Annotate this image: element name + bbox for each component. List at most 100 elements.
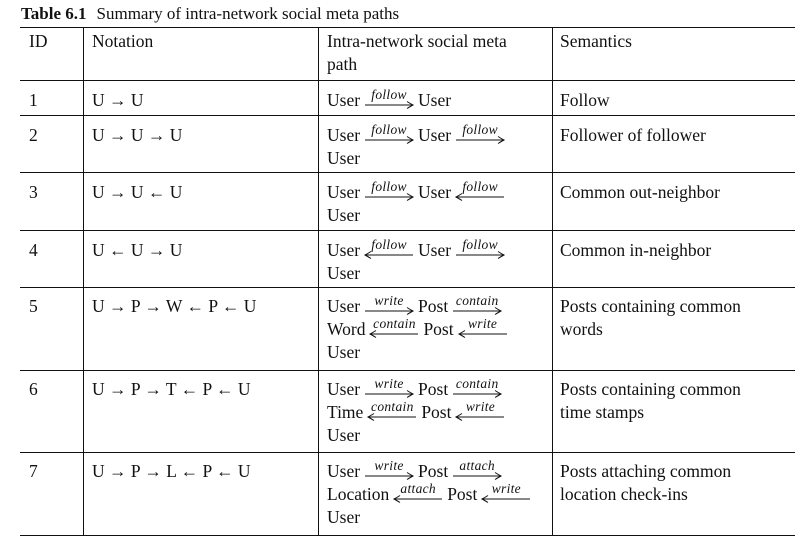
row-rule: [20, 452, 795, 453]
row-semantics: Common out-neighbor: [560, 181, 720, 204]
node-type: User: [327, 263, 361, 283]
arrow-right-icon: [456, 251, 506, 259]
row-meta-path: User write Post contain Word contain Post write…: [327, 293, 512, 364]
row-id: 2: [29, 125, 38, 145]
meta-path-line: User follow User follow: [327, 179, 509, 204]
node-type: User: [418, 182, 452, 202]
meta-path-line: Time contain Post write: [327, 399, 509, 424]
meta-path-line: Location attach Post write: [327, 481, 535, 506]
arrow-right-icon: [365, 307, 415, 315]
relation-arrow: follow: [364, 179, 415, 201]
relation-arrow: contain: [367, 400, 417, 421]
node-type: User: [418, 240, 452, 260]
header-path-line: path: [327, 54, 358, 74]
row-rule: [20, 115, 795, 116]
row-meta-path: User write Post attach Location attach Post wri…: [327, 459, 535, 529]
node-type: Post: [423, 319, 454, 339]
meta-path-line: User: [327, 341, 512, 364]
relation-arrow: follow: [455, 179, 505, 201]
relation-label: write: [465, 399, 496, 414]
meta-path-line: User follow User follow: [327, 122, 509, 147]
node-type: User: [327, 240, 361, 260]
relation-arrow: write: [457, 316, 508, 338]
row-notation: U → U → U: [92, 125, 183, 145]
row-notation: U → U: [92, 90, 144, 110]
relation-arrow: attach: [452, 459, 503, 480]
relation-label: follow: [371, 122, 407, 137]
relation-label: write: [374, 376, 404, 391]
node-type: User: [327, 296, 361, 316]
relation-arrow: attach: [393, 481, 443, 503]
top-rule: [20, 27, 795, 28]
arrow-right-icon: [453, 472, 503, 480]
relation-arrow: write: [364, 294, 415, 315]
node-type: User: [327, 507, 361, 527]
table-caption: Table 6.1 Summary of intra-network social…: [21, 4, 399, 24]
row-rule: [20, 172, 795, 173]
arrow-left-icon: [455, 193, 505, 201]
semantics-line: Follow: [560, 90, 610, 110]
row-rule: [20, 230, 795, 231]
node-type: User: [327, 125, 361, 145]
relation-label: follow: [371, 237, 407, 252]
meta-path-line: User write Post attach: [327, 459, 535, 483]
relation-label: contain: [455, 293, 499, 308]
node-type: User: [327, 342, 361, 362]
relation-arrow: follow: [364, 122, 415, 144]
node-type: Post: [421, 402, 452, 422]
node-type: User: [418, 125, 452, 145]
node-type: Time: [327, 402, 364, 422]
semantics-line: Follower of follower: [560, 125, 706, 145]
relation-label: contain: [455, 376, 499, 391]
relation-label: attach: [400, 481, 436, 496]
node-type: User: [327, 461, 361, 481]
relation-arrow: follow: [455, 122, 506, 144]
node-type: Location: [327, 484, 390, 504]
arrow-right-icon: [365, 101, 415, 109]
node-type: User: [418, 90, 452, 110]
arrow-left-icon: [455, 413, 505, 421]
relation-arrow: contain: [369, 317, 419, 338]
arrow-left-icon: [364, 251, 414, 259]
row-semantics: Common in-neighbor: [560, 239, 711, 262]
relation-label: follow: [371, 179, 407, 194]
node-type: User: [327, 148, 361, 168]
arrow-left-icon: [369, 330, 419, 338]
meta-path-line: User: [327, 147, 509, 170]
table-caption-label: Table 6.1: [21, 4, 87, 23]
arrow-right-icon: [453, 307, 503, 315]
semantics-line: location check-ins: [560, 484, 688, 504]
node-type: User: [327, 90, 361, 110]
relation-arrow: write: [481, 481, 531, 503]
row-semantics: Follow: [560, 89, 610, 112]
header-semantics: Semantics: [560, 31, 632, 51]
row-rule: [20, 287, 795, 288]
relation-arrow: write: [364, 459, 415, 480]
relation-label: follow: [462, 122, 498, 137]
row-semantics: Posts attaching common location check-ins: [560, 460, 731, 506]
meta-path-line: Word contain Post write: [327, 316, 512, 341]
semantics-line: Posts attaching common: [560, 461, 732, 481]
node-type: User: [327, 425, 361, 445]
row-notation: U → P → W ← P ← U: [92, 296, 257, 316]
row-notation: U ← U → U: [92, 240, 183, 260]
node-type: Word: [327, 319, 366, 339]
node-type: Post: [418, 461, 449, 481]
row-notation: U → P → T ← P ← U: [92, 379, 251, 399]
semantics-line: Posts containing common: [560, 379, 741, 399]
header-notation: Notation: [92, 31, 154, 51]
meta-path-line: User: [327, 506, 535, 529]
semantics-line: Common out-neighbor: [560, 182, 720, 202]
meta-path-line: User follow User: [327, 88, 452, 112]
table-caption-title: Summary of intra-network social meta pat…: [96, 4, 400, 23]
row-semantics: Posts containing common words: [560, 295, 741, 341]
relation-label: follow: [462, 179, 498, 194]
relation-arrow: write: [364, 376, 415, 398]
node-type: Post: [447, 484, 478, 504]
relation-label: write: [467, 316, 498, 331]
header-id: ID: [29, 31, 48, 51]
meta-path-line: User write Post contain: [327, 293, 512, 318]
meta-path-line: User follow User follow: [327, 237, 509, 262]
arrow-right-icon: [453, 390, 503, 398]
relation-label: write: [491, 481, 521, 496]
